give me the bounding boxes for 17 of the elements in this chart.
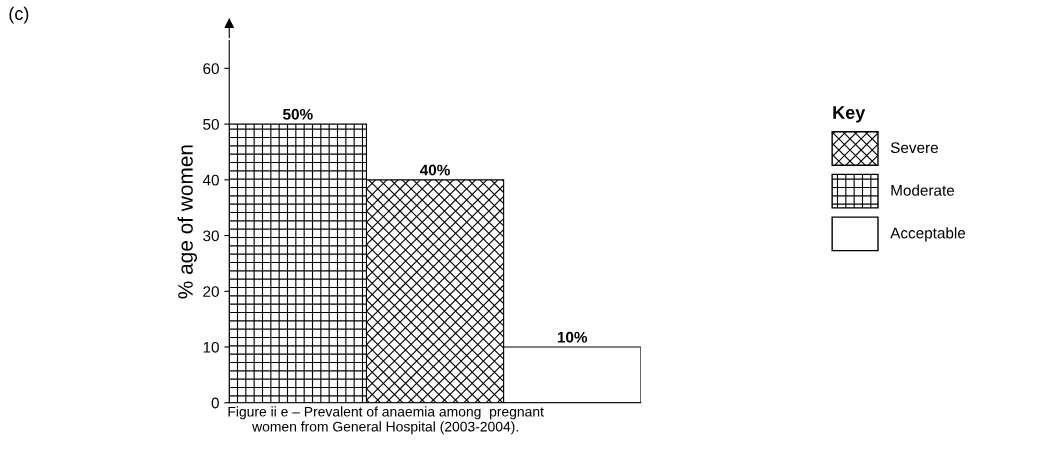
y-tick-label: 50 <box>203 118 219 130</box>
y-axis-title: % age of women <box>177 145 197 299</box>
data-label: 50% <box>283 108 313 120</box>
y-tick-label: 10 <box>203 341 219 353</box>
y-tick-label: 60 <box>203 63 219 75</box>
y-tick-label: 0 <box>211 397 219 409</box>
data-label: 40% <box>419 164 450 176</box>
legend-label: Severe <box>890 142 938 154</box>
legend-title: Key <box>833 106 866 123</box>
y-tick-label: 30 <box>203 230 219 242</box>
legend-label: Moderate <box>891 184 955 196</box>
y-tick-label: 20 <box>203 286 219 297</box>
y-tick-label: 40 <box>202 174 219 186</box>
data-label: 10% <box>557 331 588 343</box>
legend-label: Acceptable <box>890 227 966 242</box>
text: (c) <box>9 6 29 24</box>
text: Figure ii e – Prevalent of anaemia among pregnant women from General Hospital (2003-2004). <box>228 406 544 435</box>
